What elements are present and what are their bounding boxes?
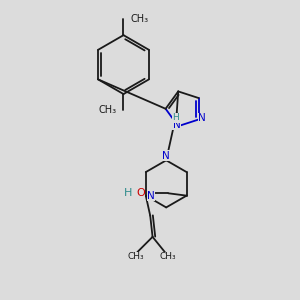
Text: N: N bbox=[198, 113, 206, 123]
Text: N: N bbox=[162, 151, 170, 161]
Text: N: N bbox=[147, 190, 155, 201]
Text: CH₃: CH₃ bbox=[131, 14, 149, 24]
Text: CH₃: CH₃ bbox=[128, 252, 144, 261]
Text: CH₃: CH₃ bbox=[98, 105, 116, 115]
Text: CH₃: CH₃ bbox=[160, 252, 176, 261]
Text: N: N bbox=[173, 120, 181, 130]
Text: H: H bbox=[124, 188, 132, 198]
Text: H: H bbox=[172, 113, 179, 122]
Text: O: O bbox=[136, 188, 145, 198]
